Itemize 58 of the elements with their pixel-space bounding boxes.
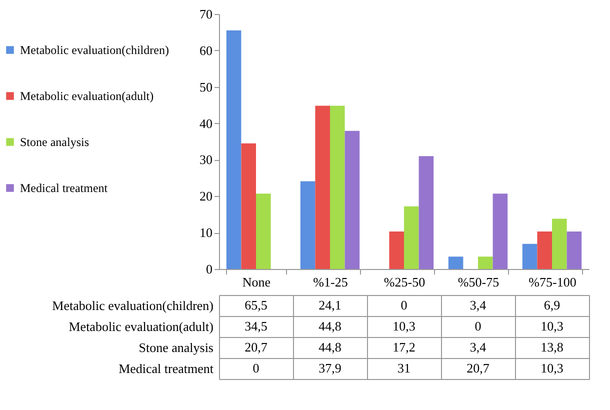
data-label: 13,8 — [540, 340, 564, 354]
bar — [226, 30, 242, 269]
x-tick-label: None — [242, 274, 271, 290]
y-tick-label: 40 — [200, 116, 212, 131]
bar — [552, 218, 567, 269]
bar — [344, 130, 360, 269]
legend-label: Metabolic evaluation(adult) — [20, 89, 154, 103]
bar — [448, 256, 464, 269]
x-tick-label: %25-50 — [384, 274, 426, 290]
data-label: 37,9 — [318, 360, 342, 376]
y-tick-label: 20 — [200, 188, 212, 204]
y-tick-label: 30 — [200, 152, 212, 168]
data-label: 20,7 — [466, 360, 490, 376]
bar — [389, 231, 404, 269]
data-label: 24,1 — [318, 298, 342, 312]
text: Metabolic evaluation(adult) — [68, 319, 214, 334]
bar — [241, 143, 256, 269]
data-label: 10,3 — [540, 360, 564, 376]
legend-label: Metabolic evaluation(children) — [20, 43, 169, 57]
data-label: 20,7 — [244, 340, 268, 354]
bar — [300, 181, 316, 269]
bar — [404, 206, 419, 269]
bar — [537, 231, 552, 269]
data-label: 44,8 — [318, 318, 342, 334]
bar — [315, 106, 330, 269]
y-tick-label: 0 — [206, 262, 212, 276]
data-label: 31 — [398, 360, 410, 376]
legend-label: Medical treatment — [20, 181, 108, 195]
data-label: 17,2 — [392, 340, 416, 354]
bar — [330, 106, 345, 269]
y-tick-label: 70 — [200, 6, 212, 22]
data-label: 44,8 — [318, 340, 342, 354]
data-label: 6,9 — [544, 298, 560, 312]
bar — [478, 256, 493, 269]
data-label: 34,5 — [244, 318, 268, 334]
x-tick-label: %1-25 — [313, 274, 348, 290]
data-label: 10,3 — [392, 318, 416, 334]
data-label: 0 — [474, 318, 482, 334]
data-label: 10,3 — [540, 318, 564, 334]
bar — [256, 194, 271, 269]
bar — [418, 156, 434, 269]
data-label: 3,4 — [470, 340, 487, 354]
y-tick-label: 50 — [200, 79, 212, 94]
bar — [566, 231, 582, 269]
data-label: 0 — [400, 298, 408, 312]
text: Stone analysis — [138, 340, 214, 355]
x-tick-label: %50-75 — [458, 274, 500, 290]
x-tick-label: %75-100 — [528, 274, 576, 290]
bar — [522, 244, 538, 269]
text: Metabolic evaluation(children) — [52, 298, 214, 313]
data-label: 65,5 — [244, 298, 268, 312]
bar — [492, 194, 508, 269]
legend-label: Stone analysis — [20, 135, 90, 149]
text: Medical treatment — [118, 361, 214, 376]
y-tick-label: 60 — [200, 42, 212, 58]
data-label: 3,4 — [470, 298, 487, 312]
y-tick-label: 10 — [200, 225, 212, 240]
data-label: 0 — [252, 360, 260, 376]
